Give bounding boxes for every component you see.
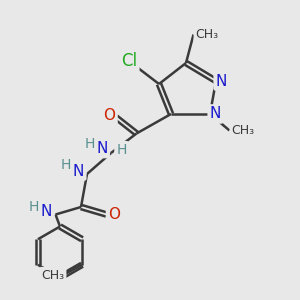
Text: CH₃: CH₃ bbox=[231, 124, 255, 137]
Text: O: O bbox=[103, 108, 116, 123]
Text: N: N bbox=[73, 164, 84, 178]
Text: H: H bbox=[84, 137, 94, 151]
Text: CH₃: CH₃ bbox=[195, 28, 219, 41]
Text: N: N bbox=[41, 204, 52, 219]
Text: CH₃: CH₃ bbox=[41, 269, 64, 282]
Text: H: H bbox=[29, 200, 39, 214]
Text: N: N bbox=[210, 106, 221, 122]
Text: Cl: Cl bbox=[121, 52, 137, 70]
Text: H: H bbox=[61, 158, 71, 172]
Text: O: O bbox=[108, 207, 120, 222]
Text: N: N bbox=[96, 141, 108, 156]
Text: N: N bbox=[216, 74, 227, 88]
Text: H: H bbox=[116, 143, 127, 157]
